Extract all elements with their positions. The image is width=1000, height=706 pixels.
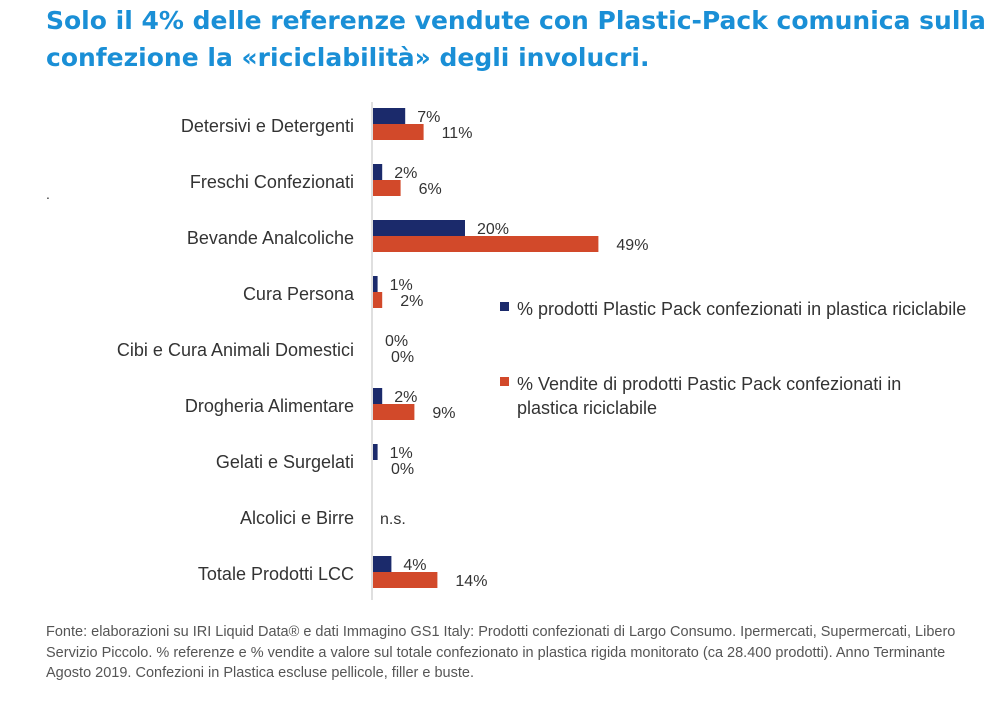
- na-label-alcolici-e-birre: n.s.: [380, 511, 406, 528]
- category-label-bevande-analcoliche: Bevande Analcoliche: [187, 228, 354, 248]
- data-label-vendite-drogheria-alimentare: 9%: [432, 405, 455, 422]
- bar-vendite-detersivi-e-detergenti: [373, 124, 424, 140]
- category-label-totale-prodotti-lcc: Totale Prodotti LCC: [198, 564, 354, 584]
- legend-swatch-vendite: [500, 377, 509, 386]
- data-label-vendite-bevande-analcoliche: 49%: [616, 237, 648, 254]
- category-label-drogheria-alimentare: Drogheria Alimentare: [185, 396, 354, 416]
- category-label-detersivi-e-detergenti: Detersivi e Detergenti: [181, 116, 354, 136]
- legend-label-vendite: % Vendite di prodotti Pastic Pack confez…: [517, 374, 902, 418]
- bar-vendite-totale-prodotti-lcc: [373, 572, 438, 588]
- bar-vendite-freschi-confezionati: [373, 180, 401, 196]
- data-label-vendite-totale-prodotti-lcc: 14%: [455, 573, 487, 590]
- bar-prodotti-bevande-analcoliche: [373, 220, 465, 236]
- category-label-gelati-e-surgelati: Gelati e Surgelati: [216, 452, 354, 472]
- legend-swatch-prodotti: [500, 302, 509, 311]
- stray-mark: .: [46, 186, 50, 202]
- data-label-prodotti-detersivi-e-detergenti: 7%: [417, 109, 440, 126]
- data-label-vendite-freschi-confezionati: 6%: [419, 181, 442, 198]
- data-label-prodotti-totale-prodotti-lcc: 4%: [403, 557, 426, 574]
- bar-vendite-cura-persona: [373, 292, 383, 308]
- category-label-cura-persona: Cura Persona: [243, 284, 355, 304]
- data-label-prodotti-freschi-confezionati: 2%: [394, 165, 417, 182]
- data-label-prodotti-drogheria-alimentare: 2%: [394, 389, 417, 406]
- data-label-vendite-cibi-e-cura-animali-domestici: 0%: [391, 349, 414, 366]
- data-label-prodotti-gelati-e-surgelati: 1%: [390, 445, 413, 462]
- data-label-vendite-cura-persona: 2%: [400, 293, 423, 310]
- bar-vendite-bevande-analcoliche: [373, 236, 599, 252]
- data-label-prodotti-cibi-e-cura-animali-domestici: 0%: [385, 333, 408, 350]
- bar-prodotti-detersivi-e-detergenti: [373, 108, 406, 124]
- legend-label-prodotti: % prodotti Plastic Pack confezionati in …: [517, 299, 967, 319]
- category-label-freschi-confezionati: Freschi Confezionati: [190, 172, 354, 192]
- bar-prodotti-cura-persona: [373, 276, 378, 292]
- data-label-vendite-gelati-e-surgelati: 0%: [391, 461, 414, 478]
- data-label-vendite-detersivi-e-detergenti: 11%: [442, 125, 473, 142]
- category-label-alcolici-e-birre: Alcolici e Birre: [240, 508, 354, 528]
- page-title: Solo il 4% delle referenze vendute con P…: [46, 6, 986, 72]
- bar-prodotti-totale-prodotti-lcc: [373, 556, 392, 572]
- bar-prodotti-drogheria-alimentare: [373, 388, 383, 404]
- bar-prodotti-freschi-confezionati: [373, 164, 383, 180]
- source-footnote: Fonte: elaborazioni su IRI Liquid Data® …: [46, 624, 956, 681]
- bar-vendite-drogheria-alimentare: [373, 404, 415, 420]
- data-label-prodotti-cura-persona: 1%: [390, 277, 413, 294]
- bar-prodotti-gelati-e-surgelati: [373, 444, 378, 460]
- category-label-cibi-e-cura-animali-domestici: Cibi e Cura Animali Domestici: [117, 340, 354, 360]
- data-label-prodotti-bevande-analcoliche: 20%: [477, 221, 509, 238]
